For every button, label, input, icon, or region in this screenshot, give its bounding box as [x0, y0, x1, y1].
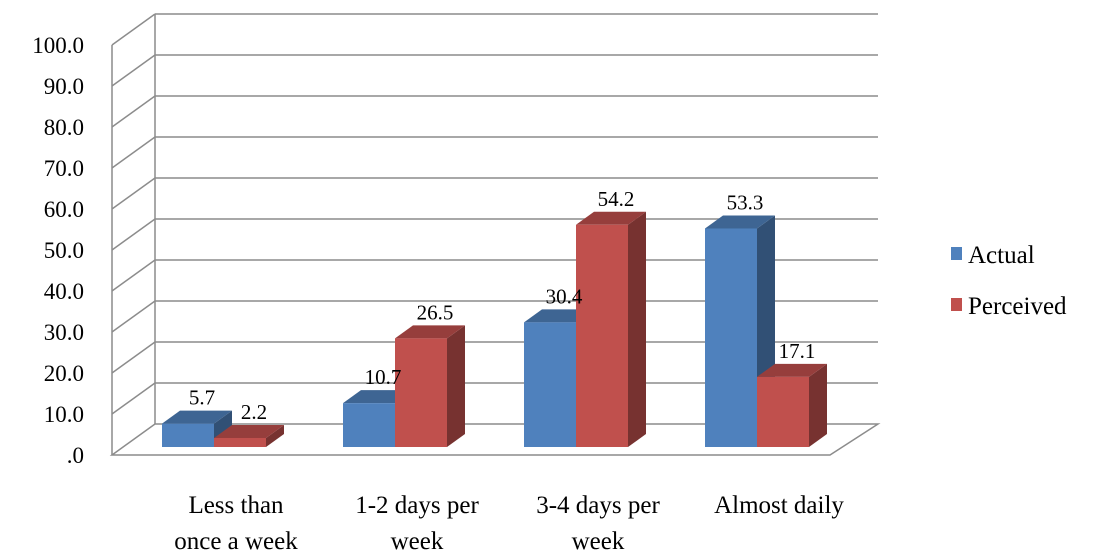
bar-top [395, 325, 465, 339]
bar-perceived [576, 224, 628, 447]
bar-actual [162, 423, 214, 447]
legend: Actual Perceived [951, 242, 1067, 320]
gridline-side [111, 300, 156, 333]
legend-label: Perceived [968, 293, 1067, 320]
gridline-side [111, 341, 156, 374]
floor [109, 423, 881, 456]
y-tick-label: 80.0 [44, 115, 84, 140]
category-label: 3-4 days per [536, 492, 660, 519]
y-tick-label: 20.0 [44, 361, 84, 386]
bar-top [214, 424, 284, 438]
y-tick-label: 90.0 [44, 74, 84, 99]
gridline-side [111, 136, 156, 169]
category-label: Less than [188, 492, 284, 519]
legend-swatch-perceived [951, 298, 962, 311]
category-label: Almost daily [714, 492, 844, 519]
bar-top [705, 215, 775, 229]
bar-actual [524, 322, 576, 447]
bar-side [809, 363, 827, 447]
category-label: week [391, 528, 444, 555]
bar-perceived [757, 376, 809, 447]
data-label: 53.3 [727, 190, 764, 214]
gridline-side [111, 13, 156, 46]
y-tick-label: 60.0 [44, 197, 84, 222]
bar-side [266, 424, 284, 447]
bar-perceived [395, 338, 447, 447]
y-tick-label: 70.0 [44, 156, 84, 181]
gridline-side [111, 259, 156, 292]
y-tick-label: .0 [67, 443, 84, 468]
bar-side [447, 325, 465, 447]
y-tick-label: 100.0 [32, 33, 84, 58]
y-tick-label: 10.0 [44, 402, 84, 427]
bar-perceived [214, 437, 266, 447]
legend-swatch-actual [951, 247, 962, 260]
gridline-side [111, 177, 156, 210]
data-labels: 5.7 10.7 30.4 53.3 2.2 26.5 54.2 17.1 [189, 187, 816, 424]
data-label: 17.1 [779, 339, 816, 363]
bars [162, 211, 827, 447]
y-axis-ticks: .0 10.0 20.0 30.0 40.0 50.0 60.0 70.0 80.0 90.0 10… [32, 33, 84, 468]
category-label: week [572, 528, 625, 555]
data-label: 10.7 [365, 365, 402, 389]
category-labels: Less than once a week 1-2 days per week 3-4 … [174, 492, 844, 555]
y-tick-label: 30.0 [44, 320, 84, 345]
gridline-side [111, 218, 156, 251]
gridline-side [111, 95, 156, 128]
bar-actual [705, 228, 757, 447]
data-label: 2.2 [241, 400, 267, 424]
data-label: 30.4 [546, 284, 583, 308]
gridline-side [111, 54, 156, 87]
y-tick-label: 40.0 [44, 279, 84, 304]
category-label: once a week [174, 528, 298, 555]
bar-top [576, 211, 646, 225]
bar-actual [343, 403, 395, 447]
y-tick-label: 50.0 [44, 238, 84, 263]
gridline-side [111, 382, 156, 415]
data-label: 54.2 [598, 187, 635, 211]
category-label: 1-2 days per [355, 492, 479, 519]
bar-top [162, 410, 232, 424]
chart-walls [109, 14, 881, 456]
legend-label: Actual [968, 242, 1035, 269]
data-label: 5.7 [189, 386, 215, 410]
bar-top [757, 363, 827, 377]
bar-side [628, 211, 646, 447]
data-label: 26.5 [417, 300, 454, 324]
